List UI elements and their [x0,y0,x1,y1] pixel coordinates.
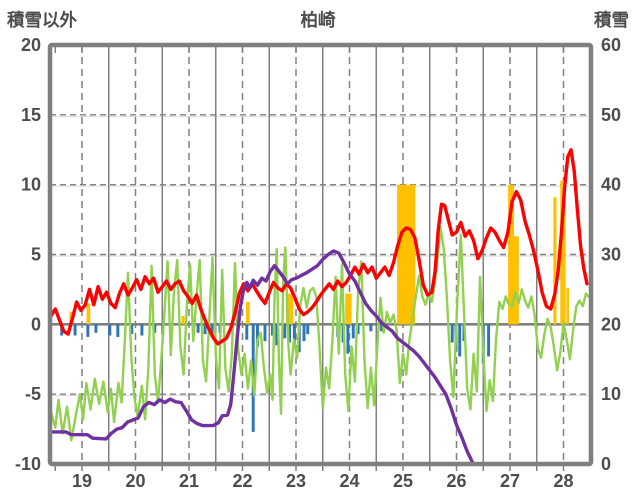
svg-text:20: 20 [125,471,145,491]
svg-text:20: 20 [601,314,621,334]
svg-text:0: 0 [601,454,611,474]
svg-text:25: 25 [393,471,413,491]
svg-text:24: 24 [339,471,359,491]
svg-text:26: 26 [446,471,466,491]
red-line [49,148,589,346]
right-axis-title: 積雪 [593,10,629,30]
svg-text:50: 50 [601,105,621,125]
svg-text:-10: -10 [15,454,41,474]
svg-text:28: 28 [553,471,573,491]
svg-text:-5: -5 [25,384,41,404]
svg-text:15: 15 [21,105,41,125]
svg-text:0: 0 [31,314,41,334]
axis-tick-marks [54,47,565,471]
purple-snow-depth-line [49,249,592,466]
svg-text:19: 19 [72,471,92,491]
left-axis-tick-labels: 20 15 10 5 0 -5 -10 [15,35,41,474]
svg-text:5: 5 [31,245,41,265]
green-line [49,225,590,442]
svg-text:10: 10 [21,175,41,195]
svg-text:10: 10 [601,384,621,404]
gridlines [50,45,591,464]
svg-text:30: 30 [601,245,621,265]
right-axis-tick-labels: 60 50 40 30 20 10 0 [601,35,621,474]
svg-text:21: 21 [179,471,199,491]
x-axis-tick-labels: 19 20 21 22 23 24 25 26 27 28 [72,471,574,491]
svg-text:20: 20 [21,35,41,55]
svg-text:60: 60 [601,35,621,55]
svg-text:22: 22 [232,471,252,491]
svg-text:23: 23 [286,471,306,491]
svg-text:27: 27 [500,471,520,491]
plot-frame [47,42,594,467]
chart-title: 柏崎 [301,10,336,30]
svg-text:40: 40 [601,175,621,195]
orange-bars [69,180,570,325]
left-axis-title: 積雪以外 [6,10,77,30]
